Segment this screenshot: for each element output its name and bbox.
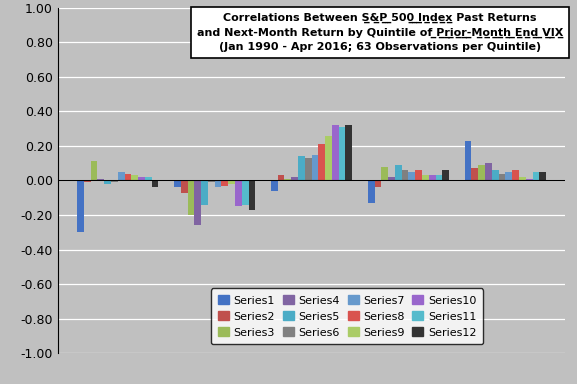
Bar — [77, 180, 84, 232]
Bar — [422, 175, 429, 180]
Legend: Series1, Series2, Series3, Series4, Series5, Series6, Series7, Series8, Series9,: Series1, Series2, Series3, Series4, Seri… — [211, 288, 483, 344]
Bar — [222, 180, 228, 186]
Bar — [249, 180, 256, 210]
Bar — [194, 180, 201, 225]
Bar — [298, 156, 305, 180]
Bar — [284, 179, 291, 180]
Bar — [208, 180, 215, 182]
Bar — [312, 155, 319, 180]
Bar — [499, 174, 505, 180]
Bar — [84, 180, 91, 182]
Bar — [228, 180, 235, 184]
Bar — [319, 144, 325, 180]
Bar — [132, 175, 138, 180]
Bar — [152, 180, 159, 187]
Bar — [395, 165, 402, 180]
Bar — [381, 167, 388, 180]
Bar — [443, 170, 449, 180]
Bar — [471, 169, 478, 180]
Bar — [278, 175, 284, 180]
Bar — [478, 165, 485, 180]
Bar — [181, 180, 188, 193]
Bar — [429, 175, 436, 180]
Bar — [201, 180, 208, 205]
Bar — [188, 180, 194, 215]
Bar — [374, 180, 381, 187]
Bar — [339, 127, 346, 180]
Bar — [415, 170, 422, 180]
Bar — [98, 179, 104, 180]
Bar — [388, 177, 395, 180]
Bar — [291, 177, 298, 180]
Bar — [138, 177, 145, 180]
Bar — [512, 170, 519, 180]
Text: Correlations Between S̲&̲P̲ ̲500̲ ̲I̲n̲d̲e̲x̲ Past Returns
and Next-Month Return: Correlations Between S̲&̲P̲ ̲500̲ ̲I̲n̲d… — [197, 13, 563, 52]
Bar — [104, 180, 111, 184]
Bar — [346, 125, 353, 180]
Bar — [325, 136, 332, 180]
Bar — [235, 180, 242, 207]
Bar — [436, 175, 443, 180]
Bar — [215, 180, 222, 187]
Bar — [505, 172, 512, 180]
Bar — [409, 172, 415, 180]
Bar — [111, 180, 118, 182]
Bar — [533, 172, 539, 180]
Bar — [174, 180, 181, 187]
Bar — [519, 177, 526, 180]
Bar — [145, 177, 152, 180]
Bar — [492, 170, 499, 180]
Bar — [368, 180, 374, 203]
Bar — [526, 179, 533, 180]
Bar — [91, 162, 98, 180]
Bar — [305, 158, 312, 180]
Bar — [464, 141, 471, 180]
Bar — [332, 125, 339, 180]
Bar — [242, 180, 249, 205]
Bar — [402, 170, 409, 180]
Bar — [539, 172, 546, 180]
Bar — [485, 163, 492, 180]
Bar — [271, 180, 278, 191]
Bar — [125, 174, 132, 180]
Bar — [118, 172, 125, 180]
